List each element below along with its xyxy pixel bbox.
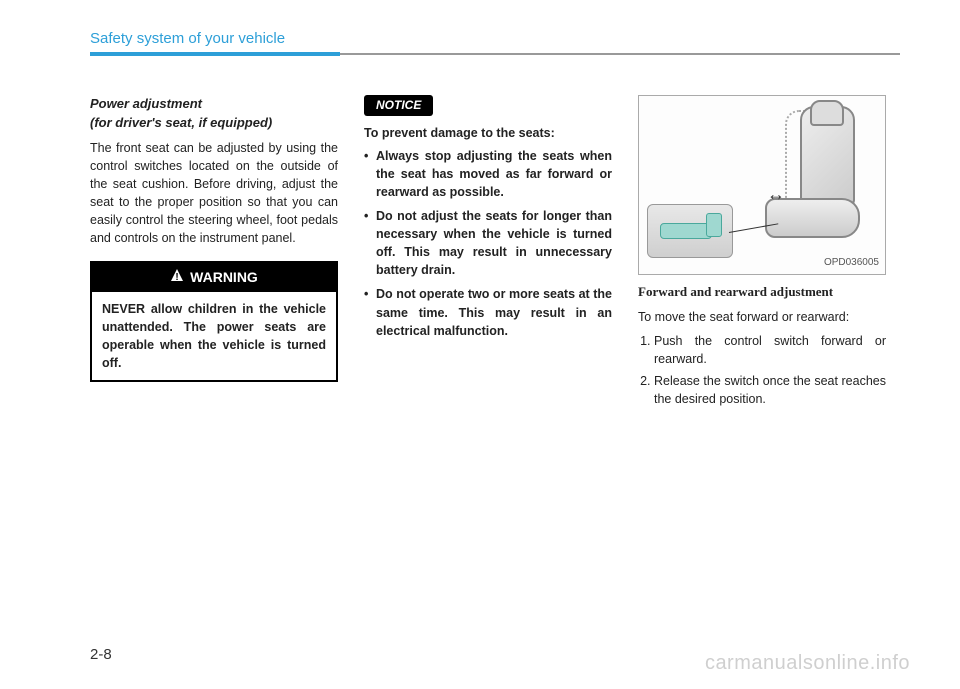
seat-switch-vertical-icon	[706, 213, 722, 237]
notice-bullet-list: Always stop adjusting the seats when the…	[364, 147, 612, 340]
seat-switch-icon	[660, 223, 712, 239]
seat-adjustment-figure: ↔ OPD036005	[638, 95, 886, 275]
seat-headrest	[810, 100, 844, 126]
notice-bullet: Do not adjust the seats for longer than …	[364, 207, 612, 280]
content-columns: Power adjustment (for driver's seat, if …	[90, 95, 900, 412]
column-2: NOTICE To prevent damage to the seats: A…	[364, 95, 612, 412]
warning-body-text: NEVER allow children in the vehicle unat…	[92, 292, 336, 381]
subtitle-line-1: Power adjustment	[90, 95, 338, 114]
warning-triangle-icon: !	[170, 267, 184, 287]
subtitle-line-2: (for driver's seat, if equipped)	[90, 114, 338, 133]
step-item: Push the control switch forward or rearw…	[654, 332, 886, 368]
column-1: Power adjustment (for driver's seat, if …	[90, 95, 338, 412]
figure-code: OPD036005	[824, 256, 879, 271]
svg-text:!: !	[175, 272, 178, 282]
notice-label: NOTICE	[364, 95, 433, 116]
seat-illustration: ↔	[755, 106, 875, 256]
warning-heading: ! WARNING	[92, 263, 336, 291]
notice-bullet: Do not operate two or more seats at the …	[364, 285, 612, 339]
notice-intro: To prevent damage to the seats:	[364, 124, 612, 142]
warning-box: ! WARNING NEVER allow children in the ve…	[90, 261, 338, 382]
header-rule	[90, 53, 900, 55]
page-number: 2-8	[90, 646, 112, 663]
warning-label-text: WARNING	[190, 267, 258, 287]
col3-intro: To move the seat forward or rearward:	[638, 308, 886, 326]
control-panel-inset	[647, 204, 733, 258]
power-adjustment-title: Power adjustment (for driver's seat, if …	[90, 95, 338, 133]
section-header: Safety system of your vehicle	[90, 30, 900, 47]
horizontal-arrow-icon: ↔	[767, 181, 785, 207]
step-item: Release the switch once the seat reaches…	[654, 372, 886, 408]
column-3: ↔ OPD036005 Forward and rearward adjustm…	[638, 95, 886, 412]
power-adjustment-body: The front seat can be adjusted by using …	[90, 139, 338, 248]
figure-caption: Forward and rearward adjustment	[638, 283, 886, 302]
step-list: Push the control switch forward or rearw…	[638, 332, 886, 409]
notice-body: To prevent damage to the seats: Always s…	[364, 124, 612, 339]
notice-bullet: Always stop adjusting the seats when the…	[364, 147, 612, 201]
watermark-text: carmanualsonline.info	[705, 652, 910, 675]
manual-page: Safety system of your vehicle Power adju…	[0, 0, 960, 689]
